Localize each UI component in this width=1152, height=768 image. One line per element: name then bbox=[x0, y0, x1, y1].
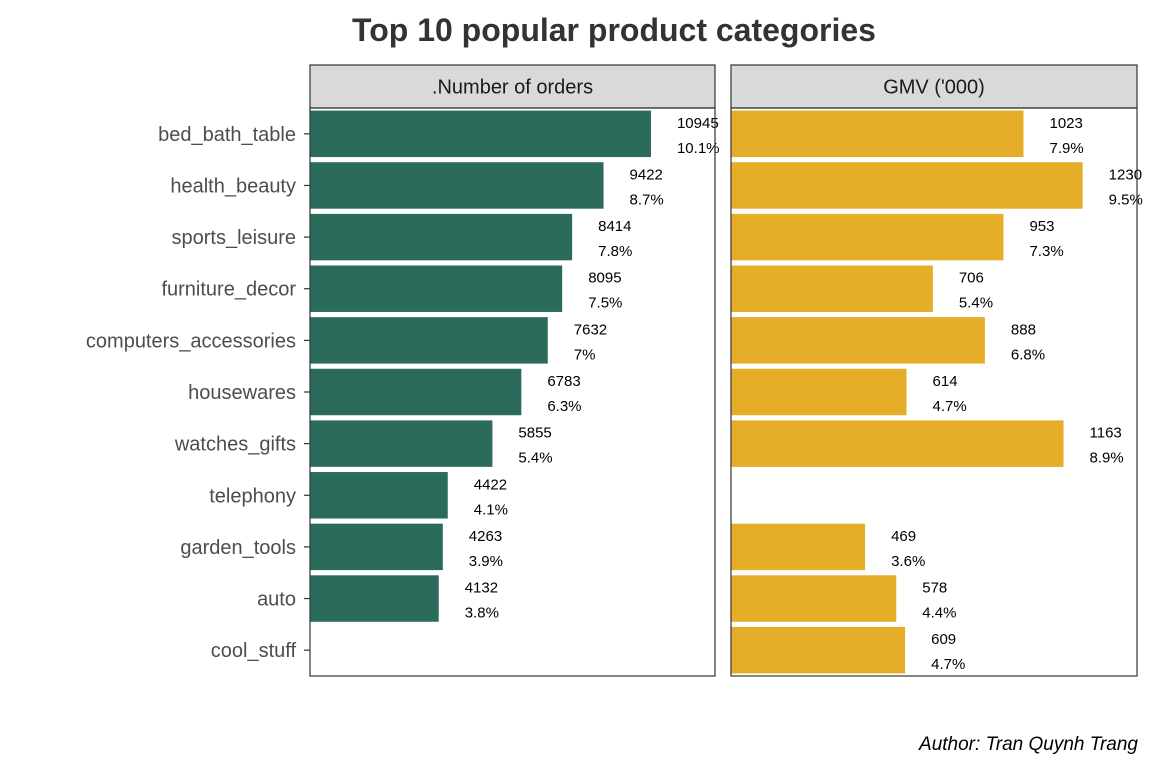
value-label: 469 bbox=[891, 528, 916, 545]
category-label: housewares bbox=[188, 382, 296, 404]
value-label: 4132 bbox=[465, 580, 498, 597]
value-label: 6783 bbox=[547, 373, 580, 390]
category-label: watches_gifts bbox=[174, 434, 296, 456]
percent-label: 7.8% bbox=[598, 243, 632, 260]
percent-label: 4.7% bbox=[931, 656, 965, 673]
panel-strip-label: GMV ('000) bbox=[883, 77, 985, 99]
panel-strip bbox=[309, 64, 716, 109]
category-label: furniture_decor bbox=[161, 279, 296, 301]
bar bbox=[310, 420, 493, 467]
bar bbox=[310, 265, 563, 312]
chart-title: Top 10 popular product categories bbox=[352, 12, 876, 48]
bar bbox=[731, 575, 897, 622]
value-label: 7632 bbox=[574, 321, 607, 338]
panel-border bbox=[309, 107, 716, 677]
percent-label: 8.7% bbox=[630, 191, 664, 208]
bar bbox=[731, 523, 866, 571]
bar bbox=[731, 162, 1083, 209]
value-label: 1023 bbox=[1049, 115, 1082, 132]
bar bbox=[310, 213, 573, 261]
percent-label: 7.3% bbox=[1029, 243, 1063, 260]
panel-orders: .Number of orders 10945 10.1% 9422 8.7% 8414 7… bbox=[309, 64, 720, 677]
bar bbox=[731, 626, 906, 674]
value-label: 5855 bbox=[518, 425, 551, 442]
category-labels: bed_bath_table health_beauty sports_leisur… bbox=[86, 124, 310, 662]
value-label: 614 bbox=[933, 373, 958, 390]
percent-label: 5.4% bbox=[518, 450, 552, 467]
value-label: 1163 bbox=[1090, 425, 1122, 442]
percent-label: 7.5% bbox=[588, 295, 622, 312]
bar bbox=[310, 162, 604, 209]
value-label: 10945 bbox=[677, 115, 719, 132]
bar bbox=[731, 265, 933, 312]
percent-label: 3.8% bbox=[465, 605, 499, 622]
bar bbox=[310, 110, 651, 158]
percent-label: 6.8% bbox=[1011, 346, 1045, 363]
category-label: sports_leisure bbox=[171, 227, 296, 249]
percent-label: 3.9% bbox=[469, 553, 503, 570]
percent-label: 6.3% bbox=[547, 398, 581, 415]
category-label: bed_bath_table bbox=[158, 124, 296, 146]
bar bbox=[310, 472, 448, 519]
bar bbox=[310, 523, 443, 571]
bar bbox=[310, 317, 548, 364]
percent-label: 4.4% bbox=[922, 605, 956, 622]
category-label: auto bbox=[257, 589, 296, 611]
bar bbox=[310, 368, 522, 416]
bar bbox=[731, 213, 1004, 261]
value-label: 953 bbox=[1029, 218, 1054, 235]
value-label: 706 bbox=[959, 270, 984, 287]
percent-label: 5.4% bbox=[959, 295, 993, 312]
percent-label: 10.1% bbox=[677, 140, 720, 157]
panel-strip-label: .Number of orders bbox=[432, 77, 593, 99]
panel-gmv: GMV ('000) 1023 7.9% 1230 9.5% 953 7.3% 706 5.4%… bbox=[730, 64, 1143, 677]
bar bbox=[731, 420, 1064, 467]
percent-label: 7% bbox=[574, 346, 596, 363]
category-label: telephony bbox=[209, 485, 296, 507]
category-label: computers_accessories bbox=[86, 330, 296, 352]
value-label: 4422 bbox=[474, 476, 507, 493]
percent-label: 9.5% bbox=[1109, 191, 1143, 208]
panel-border bbox=[730, 107, 1138, 677]
value-label: 1230 bbox=[1109, 166, 1142, 183]
value-label: 8095 bbox=[588, 270, 621, 287]
category-label: cool_stuff bbox=[211, 640, 297, 662]
panel-strip bbox=[730, 64, 1138, 109]
bar bbox=[731, 317, 985, 364]
value-label: 9422 bbox=[630, 166, 663, 183]
percent-label: 3.6% bbox=[891, 553, 925, 570]
bar bbox=[731, 110, 1024, 158]
value-label: 609 bbox=[931, 631, 956, 648]
bar bbox=[731, 368, 907, 416]
bar bbox=[310, 575, 439, 622]
category-label: garden_tools bbox=[180, 537, 296, 559]
value-label: 888 bbox=[1011, 321, 1036, 338]
percent-label: 4.1% bbox=[474, 501, 508, 518]
chart-panels: .Number of orders 10945 10.1% 9422 8.7% 8414 7… bbox=[309, 64, 1143, 677]
percent-label: 8.9% bbox=[1090, 450, 1124, 467]
percent-label: 4.7% bbox=[933, 398, 967, 415]
value-label: 578 bbox=[922, 580, 947, 597]
category-label: health_beauty bbox=[170, 175, 296, 197]
value-label: 8414 bbox=[598, 218, 631, 235]
value-label: 4263 bbox=[469, 528, 502, 545]
chart-caption: Author: Tran Quynh Trang bbox=[918, 734, 1138, 755]
percent-label: 7.9% bbox=[1049, 140, 1083, 157]
